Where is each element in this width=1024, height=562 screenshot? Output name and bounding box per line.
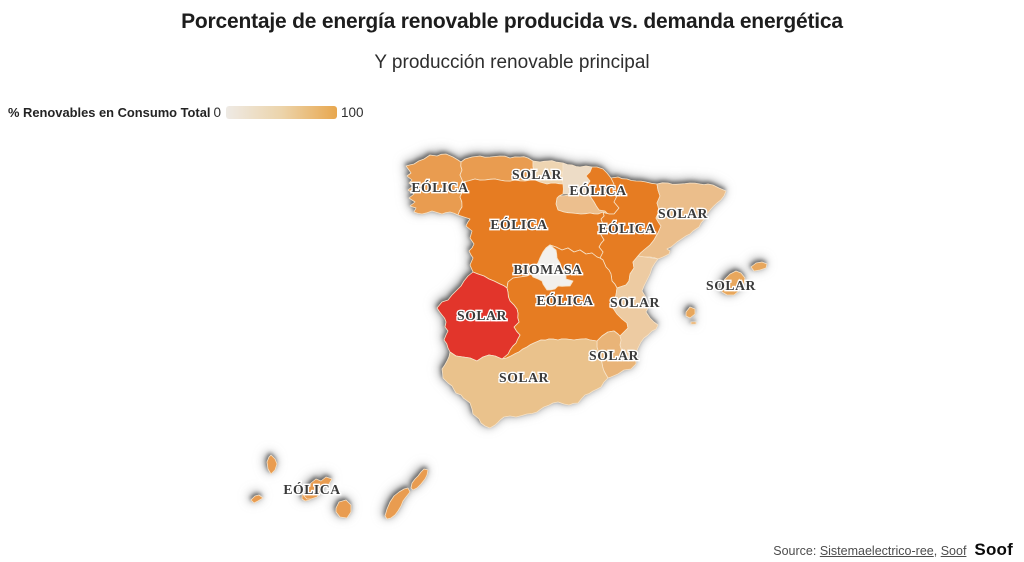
svg-text:BIOMASA: BIOMASA (513, 262, 582, 277)
svg-text:SOLAR: SOLAR (457, 308, 507, 323)
svg-text:EÓLICA: EÓLICA (598, 220, 655, 236)
svg-text:EÓLICA: EÓLICA (490, 216, 547, 232)
svg-text:SOLAR: SOLAR (610, 295, 660, 310)
svg-text:EÓLICA: EÓLICA (536, 292, 593, 308)
svg-text:SOLAR: SOLAR (706, 278, 756, 293)
svg-text:SOLAR: SOLAR (658, 206, 708, 221)
svg-text:SOLAR: SOLAR (512, 167, 562, 182)
svg-text:EÓLICA: EÓLICA (411, 179, 468, 195)
svg-text:SOLAR: SOLAR (589, 348, 639, 363)
svg-text:EÓLICA: EÓLICA (569, 182, 626, 198)
svg-text:SOLAR: SOLAR (499, 370, 549, 385)
svg-text:EÓLICA: EÓLICA (283, 481, 340, 497)
